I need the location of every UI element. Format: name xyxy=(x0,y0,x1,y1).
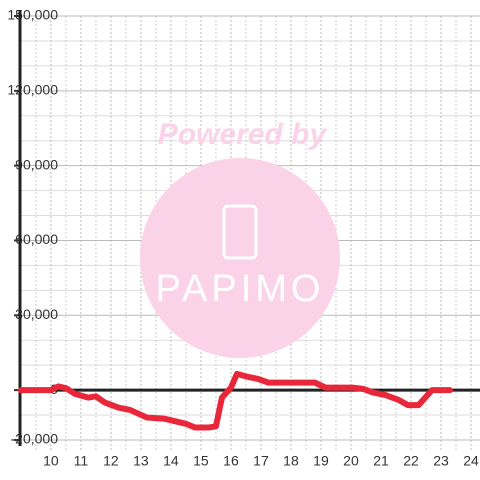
x-tick-label: 22 xyxy=(403,453,419,469)
x-tick-label: 14 xyxy=(163,453,179,469)
x-tick-label: 24 xyxy=(463,453,479,469)
x-tick-label: 13 xyxy=(133,453,149,469)
watermark: Powered by PAPIMO xyxy=(140,118,340,358)
x-tick-label: 16 xyxy=(223,453,239,469)
y-tick-label: 120,000 xyxy=(7,82,58,98)
y-tick-label: 90,000 xyxy=(15,156,58,172)
y-tick-label: 150,000 xyxy=(7,7,58,23)
watermark-title: Powered by xyxy=(158,118,328,151)
x-tick-label: 18 xyxy=(283,453,299,469)
y-tick-label: 30,000 xyxy=(15,306,58,322)
x-tick-label: 23 xyxy=(433,453,449,469)
x-tick-label: 19 xyxy=(313,453,329,469)
watermark-icon xyxy=(222,204,258,260)
data-line xyxy=(17,370,453,431)
x-tick-label: 21 xyxy=(373,453,389,469)
grid xyxy=(20,15,480,450)
x-tick-label: 20 xyxy=(343,453,359,469)
x-tick-label: 11 xyxy=(74,453,89,469)
x-tick-label: 12 xyxy=(103,453,119,469)
watermark-brand: PAPIMO xyxy=(156,268,325,310)
y-tick-label: 60,000 xyxy=(15,231,58,247)
x-tick-label: 15 xyxy=(193,453,209,469)
x-tick-label: 10 xyxy=(43,453,59,469)
x-tick-label: 17 xyxy=(253,453,269,469)
y-tick-label: -20,000 xyxy=(11,431,59,447)
